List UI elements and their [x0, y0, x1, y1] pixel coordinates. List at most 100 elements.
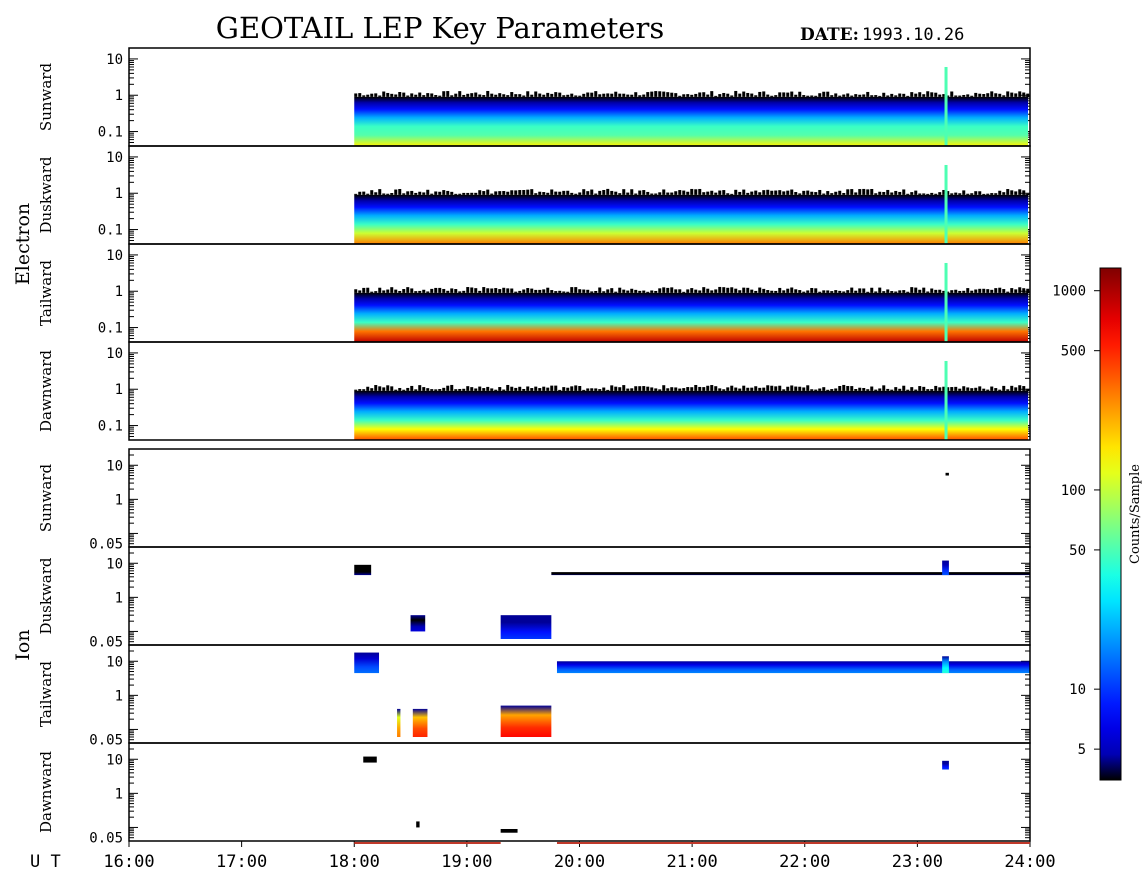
spectrogram-edge [366, 94, 370, 97]
spectrogram-edge [1014, 191, 1018, 195]
spectrogram-edge [874, 291, 878, 293]
spectrogram-edge [438, 389, 442, 391]
colorbar-tick-label: 10 [1069, 682, 1086, 698]
spectrogram-edge [982, 288, 986, 293]
panel-label: Sunward [37, 464, 55, 533]
spectrogram-edge [530, 94, 534, 97]
spectrogram-edge [378, 189, 382, 195]
spectrogram-edge [658, 288, 662, 293]
spectrogram-edge [582, 189, 586, 195]
spectrogram-edge [1002, 385, 1006, 391]
spectrogram-edge [1006, 389, 1010, 391]
spectrogram-edge [986, 193, 990, 195]
spectrogram-edge [926, 389, 930, 391]
spectrogram-edge [898, 191, 902, 195]
y-tick-label: 0.05 [89, 635, 123, 651]
spectrogram-edge [426, 291, 430, 293]
spectrogram-edge [822, 387, 826, 391]
spectrogram-edge [786, 288, 790, 293]
x-tick-label: 19:00 [441, 852, 492, 872]
spectrogram-edge [514, 94, 518, 97]
spectrogram-edge [550, 189, 554, 195]
spectrogram-edge [746, 287, 750, 293]
spectrogram-edge [414, 94, 418, 97]
spectrogram-edge [818, 388, 822, 391]
spectrogram-edge [1010, 288, 1014, 293]
spectrogram-edge [414, 291, 418, 293]
panel-electron-tailward: 10 1 0.1 Tailward [37, 243, 1031, 343]
spectrogram-edge [438, 95, 442, 97]
spectrogram-edge [826, 91, 830, 97]
spectrogram-edge [914, 389, 918, 391]
y-tick-label: 10 [106, 150, 123, 166]
spectrogram-band [354, 390, 1028, 440]
spectrogram-edge [570, 287, 574, 293]
spectrogram-edge [590, 291, 594, 293]
spectrogram-edge [434, 191, 438, 195]
spectrogram-edge [910, 92, 914, 97]
spectrogram-edge [922, 386, 926, 391]
spectrogram-edge [902, 93, 906, 97]
spectrogram-edge [518, 94, 522, 97]
spectrogram-edge [410, 385, 414, 391]
spectrogram-edge [598, 94, 602, 97]
spectrogram-edge [782, 191, 786, 195]
spectrogram-edge [638, 95, 642, 97]
spectrogram-edge [694, 93, 698, 97]
spectrogram-edge [922, 287, 926, 293]
spectrogram-edge [522, 289, 526, 293]
spectrogram-edge [1010, 92, 1014, 97]
x-tick-label: 21:00 [667, 852, 718, 872]
spectrogram-edge [846, 189, 850, 195]
spectrogram-edge [742, 189, 746, 195]
spectrogram-edge [490, 288, 494, 293]
spectrogram-edge [626, 192, 630, 195]
spectrogram-edge [486, 288, 490, 293]
spectrogram-edge [594, 91, 598, 97]
spectrogram-edge [646, 92, 650, 97]
spectrogram-edge [362, 95, 366, 97]
spectrogram-edge [866, 389, 870, 391]
spectrogram-edge [446, 190, 450, 195]
spectrogram-edge [614, 191, 618, 195]
spectrogram-edge [874, 389, 878, 391]
spectrogram-edge [926, 193, 930, 195]
y-tick-label: 1 [115, 88, 123, 104]
spectrogram-edge [594, 193, 598, 195]
spectrogram-edge [814, 389, 818, 391]
spectrogram-edge [426, 388, 430, 391]
spectrogram-edge [514, 291, 518, 293]
y-tick-label: 10 [106, 654, 123, 670]
spectrogram-edge [362, 287, 366, 293]
spectrogram-edge [558, 290, 562, 293]
spectrogram-edge [810, 389, 814, 391]
spectrogram-edge [1014, 289, 1018, 293]
spectrogram-edge [694, 289, 698, 293]
spectrogram-edge [946, 291, 950, 293]
spectrogram-edge [678, 388, 682, 391]
spectrogram-edge [858, 288, 862, 293]
spectrogram-edge [738, 191, 742, 195]
spectrogram-edge [802, 387, 806, 391]
spectrogram-edge [742, 287, 746, 293]
status-bar [354, 842, 1030, 844]
panel-frame [128, 448, 1031, 548]
ion-block [551, 572, 1030, 576]
spectrogram-edge [782, 290, 786, 293]
spectrogram-edge [782, 92, 786, 97]
y-tick-label: 1 [115, 688, 123, 704]
spectrogram-edge [1026, 288, 1030, 293]
spectrogram-edge [702, 92, 706, 97]
spectrogram-edge [582, 289, 586, 293]
spectrogram-spike [944, 164, 948, 244]
spectrogram-edge [454, 289, 458, 293]
spectrogram-edge [442, 190, 446, 195]
spectrogram-edge [950, 387, 954, 391]
spectrogram-edge [850, 287, 854, 293]
spectrogram-edge [726, 387, 730, 391]
spectrogram-edge [1018, 189, 1022, 195]
spectrogram-edge [426, 189, 430, 195]
group-label-ion: Ion [12, 629, 34, 660]
spectrogram-edge [666, 388, 670, 391]
spectrogram-spike [944, 262, 948, 342]
